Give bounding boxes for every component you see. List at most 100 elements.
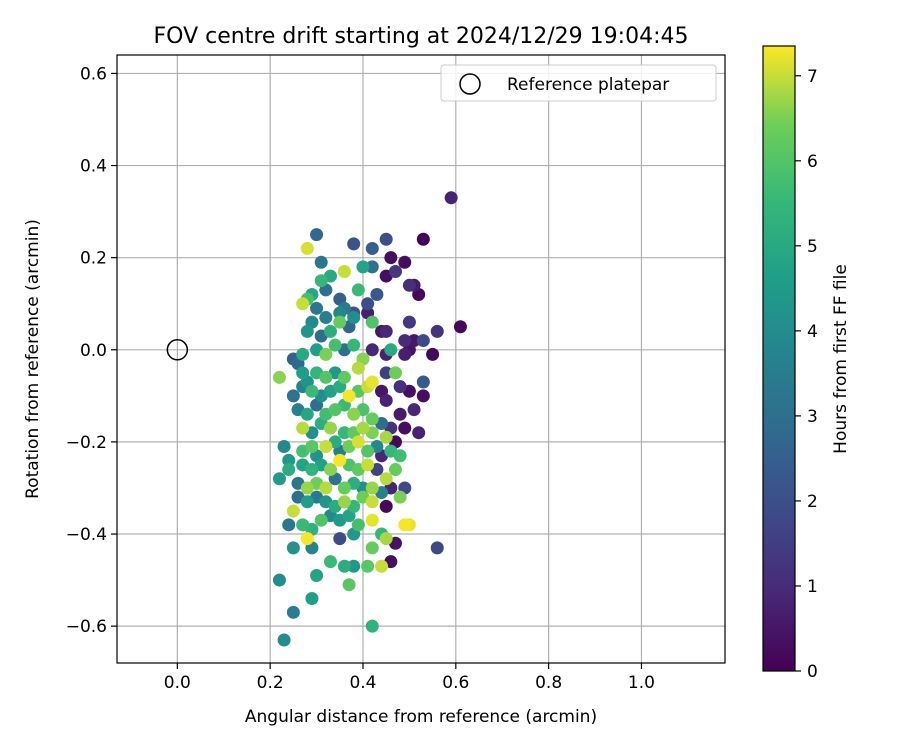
scatter-point <box>407 334 421 348</box>
scatter-point <box>361 559 375 573</box>
scatter-point <box>305 592 319 606</box>
scatter-point <box>351 361 365 375</box>
y-tick-label: 0.0 <box>80 341 107 361</box>
scatter-point <box>333 532 347 546</box>
reference-platepar-marker <box>166 339 189 361</box>
scatter-point <box>305 463 319 477</box>
y-tick-label: 0.6 <box>80 64 107 84</box>
scatter-point <box>310 228 324 242</box>
scatter-point <box>337 559 351 573</box>
y-tick-label: −0.2 <box>66 433 107 453</box>
scatter-point <box>310 568 324 582</box>
y-axis-label: Rotation from reference (arcmin) <box>23 219 43 499</box>
scatter-point <box>402 278 416 292</box>
scatter-point <box>300 481 314 495</box>
scatter-point <box>398 255 412 269</box>
legend-circle-icon <box>459 73 481 95</box>
scatter-point <box>272 472 286 486</box>
scatter-point <box>300 407 314 421</box>
scatter-point <box>296 297 310 311</box>
scatter-point <box>282 453 296 467</box>
x-axis-label: Angular distance from reference (arcmin) <box>245 707 597 727</box>
scatter-point <box>347 407 361 421</box>
scatter-point <box>272 573 286 587</box>
colorbar-tick-label: 4 <box>807 322 818 342</box>
scatter-point <box>296 518 310 532</box>
scatter-point <box>347 559 361 573</box>
legend-box <box>440 64 717 102</box>
scatter-point <box>319 440 333 454</box>
scatter-point <box>365 513 379 527</box>
scatter-point <box>286 389 300 403</box>
scatter-point <box>342 578 356 592</box>
scatter-point <box>379 430 393 444</box>
y-tick-label: −0.4 <box>66 525 107 545</box>
scatter-point <box>323 324 337 338</box>
y-tick-label: 0.4 <box>80 157 107 177</box>
scatter-point <box>365 619 379 633</box>
scatter-point <box>365 260 379 274</box>
scatter-point <box>393 407 407 421</box>
scatter-point <box>388 463 402 477</box>
scatter-point <box>379 232 393 246</box>
legend-entry-reference: Reference platepar <box>507 75 669 95</box>
scatter-point <box>379 499 393 513</box>
scatter-point <box>388 366 402 380</box>
scatter-point <box>314 513 328 527</box>
colorbar-tick-label: 6 <box>807 152 818 172</box>
scatter-point <box>337 495 351 509</box>
scatter-point <box>296 347 310 361</box>
scatter-point <box>282 463 296 477</box>
scatter-point <box>365 375 379 389</box>
scatter-point <box>305 440 319 454</box>
scatter-point <box>342 389 356 403</box>
scatter-point <box>314 274 328 288</box>
y-tick-label: 0.2 <box>80 249 107 269</box>
scatter-point <box>300 532 314 546</box>
colorbar-tick-label: 3 <box>807 407 818 427</box>
scatter-point <box>319 370 333 384</box>
scatter-point <box>333 453 347 467</box>
scatter-point <box>430 541 444 555</box>
scatter-point <box>319 311 333 325</box>
scatter-point <box>337 264 351 278</box>
scatter-point <box>351 518 365 532</box>
x-tick-label: 0.4 <box>349 673 376 693</box>
scatter-point <box>393 449 407 463</box>
scatter-point <box>361 444 375 458</box>
scatter-point <box>356 421 370 435</box>
x-tick-label: 1.0 <box>628 673 655 693</box>
scatter-point <box>323 463 337 477</box>
scatter-point <box>365 481 379 495</box>
scatter-point <box>305 384 319 398</box>
scatter-point <box>328 403 342 417</box>
scatter-point <box>416 334 430 348</box>
colorbar <box>762 45 796 672</box>
scatter-point <box>384 251 398 265</box>
scatter-point <box>426 347 440 361</box>
scatter-point <box>379 393 393 407</box>
scatter-point <box>300 241 314 255</box>
grid-lines <box>117 55 725 663</box>
legend: Reference platepar <box>440 64 717 102</box>
scatter-point <box>323 555 337 569</box>
scatter-point <box>282 518 296 532</box>
scatter-point <box>379 324 393 338</box>
scatter-point <box>328 338 342 352</box>
scatter-point <box>379 532 393 546</box>
colorbar-tick-label: 5 <box>807 237 818 257</box>
scatter-point <box>416 232 430 246</box>
scatter-points <box>272 191 467 647</box>
scatter-point <box>314 255 328 269</box>
scatter-point <box>337 426 351 440</box>
colorbar-tick-label: 2 <box>807 492 818 512</box>
scatter-point <box>286 541 300 555</box>
scatter-point <box>365 495 379 509</box>
x-tick-label: 0.6 <box>442 673 469 693</box>
x-axis-ticks: 0.0 0.2 0.4 0.6 0.8 1.0 <box>164 663 655 693</box>
scatter-point <box>379 472 393 486</box>
colorbar-ticks: 0 1 2 3 4 5 6 7 <box>795 67 818 682</box>
scatter-point <box>388 264 402 278</box>
scatter-point <box>323 421 337 435</box>
